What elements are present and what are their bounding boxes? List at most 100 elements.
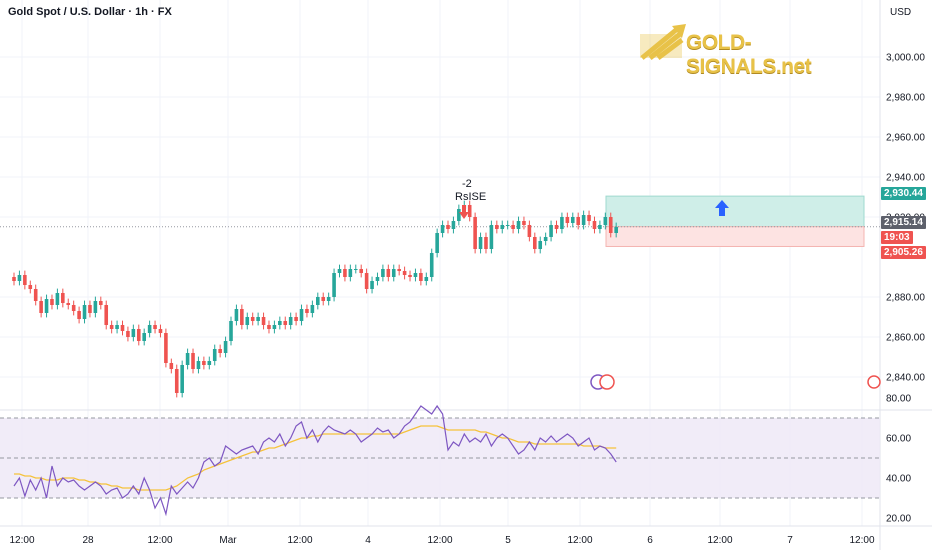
- candle-body[interactable]: [457, 209, 461, 221]
- candle-body[interactable]: [207, 361, 212, 365]
- candle-body[interactable]: [169, 363, 174, 369]
- candle-body[interactable]: [402, 271, 407, 275]
- candle-body[interactable]: [375, 277, 380, 281]
- candle-body[interactable]: [386, 269, 391, 277]
- candle-body[interactable]: [522, 221, 526, 225]
- candle-body[interactable]: [467, 205, 472, 217]
- candle-body[interactable]: [131, 329, 136, 337]
- candle-body[interactable]: [299, 309, 304, 321]
- candle-body[interactable]: [142, 333, 146, 341]
- candle-body[interactable]: [321, 297, 326, 301]
- candle-body[interactable]: [126, 331, 130, 337]
- candle-body[interactable]: [256, 317, 260, 321]
- candle-body[interactable]: [250, 317, 255, 321]
- candle-body[interactable]: [180, 365, 184, 393]
- candle-body[interactable]: [278, 321, 282, 325]
- stop-zone[interactable]: [605, 226, 865, 247]
- candle-body[interactable]: [608, 217, 613, 233]
- candle-body[interactable]: [50, 299, 54, 305]
- candle-body[interactable]: [364, 273, 369, 289]
- candle-body[interactable]: [153, 325, 157, 329]
- candle-body[interactable]: [478, 237, 483, 249]
- candle-body[interactable]: [196, 361, 201, 369]
- candle-body[interactable]: [93, 301, 98, 313]
- candle-body[interactable]: [120, 325, 125, 331]
- candle-body[interactable]: [326, 297, 331, 301]
- candle-body[interactable]: [99, 301, 103, 305]
- candle-body[interactable]: [500, 225, 505, 229]
- candle-body[interactable]: [337, 269, 342, 273]
- candle-body[interactable]: [136, 329, 141, 341]
- candle-body[interactable]: [560, 217, 564, 229]
- candle-body[interactable]: [191, 353, 195, 369]
- candle-body[interactable]: [397, 269, 401, 271]
- candle-body[interactable]: [316, 297, 320, 305]
- candle-body[interactable]: [71, 305, 76, 311]
- candle-body[interactable]: [28, 285, 33, 289]
- candle-body[interactable]: [202, 361, 206, 365]
- candle-body[interactable]: [370, 281, 374, 289]
- candle-body[interactable]: [565, 217, 570, 223]
- candle-body[interactable]: [294, 317, 298, 321]
- candle-body[interactable]: [245, 317, 250, 325]
- candle-body[interactable]: [310, 305, 315, 313]
- candle-body[interactable]: [17, 275, 22, 281]
- candle-body[interactable]: [229, 321, 233, 341]
- candle-body[interactable]: [581, 215, 586, 225]
- candle-body[interactable]: [484, 237, 488, 249]
- candle-body[interactable]: [88, 305, 92, 313]
- candle-body[interactable]: [570, 217, 575, 223]
- candle-body[interactable]: [115, 325, 119, 329]
- candle-body[interactable]: [413, 273, 418, 277]
- candle-body[interactable]: [66, 303, 71, 305]
- candle-body[interactable]: [147, 325, 152, 333]
- candle-body[interactable]: [33, 289, 38, 301]
- candle-body[interactable]: [348, 269, 353, 277]
- candle-body[interactable]: [408, 275, 412, 277]
- candle-body[interactable]: [554, 225, 559, 229]
- candle-body[interactable]: [603, 217, 608, 225]
- candle-body[interactable]: [527, 225, 532, 237]
- candle-body[interactable]: [446, 225, 450, 229]
- candle-body[interactable]: [332, 273, 336, 297]
- candle-body[interactable]: [272, 325, 277, 329]
- candle-body[interactable]: [424, 277, 429, 281]
- candle-body[interactable]: [614, 227, 618, 233]
- candle-body[interactable]: [359, 269, 363, 273]
- candle-body[interactable]: [505, 225, 510, 226]
- candle-body[interactable]: [576, 217, 580, 225]
- candle-body[interactable]: [451, 221, 456, 229]
- candle-body[interactable]: [77, 311, 81, 319]
- candle-body[interactable]: [538, 241, 543, 249]
- candle-body[interactable]: [82, 305, 87, 319]
- candle-body[interactable]: [511, 225, 515, 229]
- candle-body[interactable]: [261, 317, 266, 325]
- candle-body[interactable]: [185, 353, 190, 365]
- candle-body[interactable]: [104, 305, 109, 325]
- candle-body[interactable]: [288, 317, 293, 325]
- candle-body[interactable]: [267, 325, 271, 329]
- candle-body[interactable]: [283, 321, 288, 325]
- candle-body[interactable]: [429, 253, 434, 277]
- candle-body[interactable]: [381, 269, 385, 277]
- candle-body[interactable]: [419, 273, 423, 281]
- currency-label[interactable]: USD: [890, 7, 912, 18]
- candle-body[interactable]: [516, 221, 521, 229]
- flag-icon[interactable]: [599, 374, 615, 390]
- candle-body[interactable]: [343, 269, 347, 277]
- candle-body[interactable]: [440, 225, 445, 233]
- candle-body[interactable]: [305, 309, 309, 313]
- candle-body[interactable]: [391, 269, 396, 277]
- candle-body[interactable]: [223, 341, 228, 353]
- candle-body[interactable]: [473, 217, 477, 249]
- candle-body[interactable]: [435, 233, 439, 253]
- candle-body[interactable]: [234, 309, 239, 321]
- flag-icon[interactable]: [867, 375, 881, 389]
- candle-body[interactable]: [12, 277, 16, 281]
- candle-body[interactable]: [587, 215, 591, 221]
- candle-body[interactable]: [174, 369, 179, 393]
- candle-body[interactable]: [23, 275, 27, 285]
- candle-body[interactable]: [55, 293, 60, 305]
